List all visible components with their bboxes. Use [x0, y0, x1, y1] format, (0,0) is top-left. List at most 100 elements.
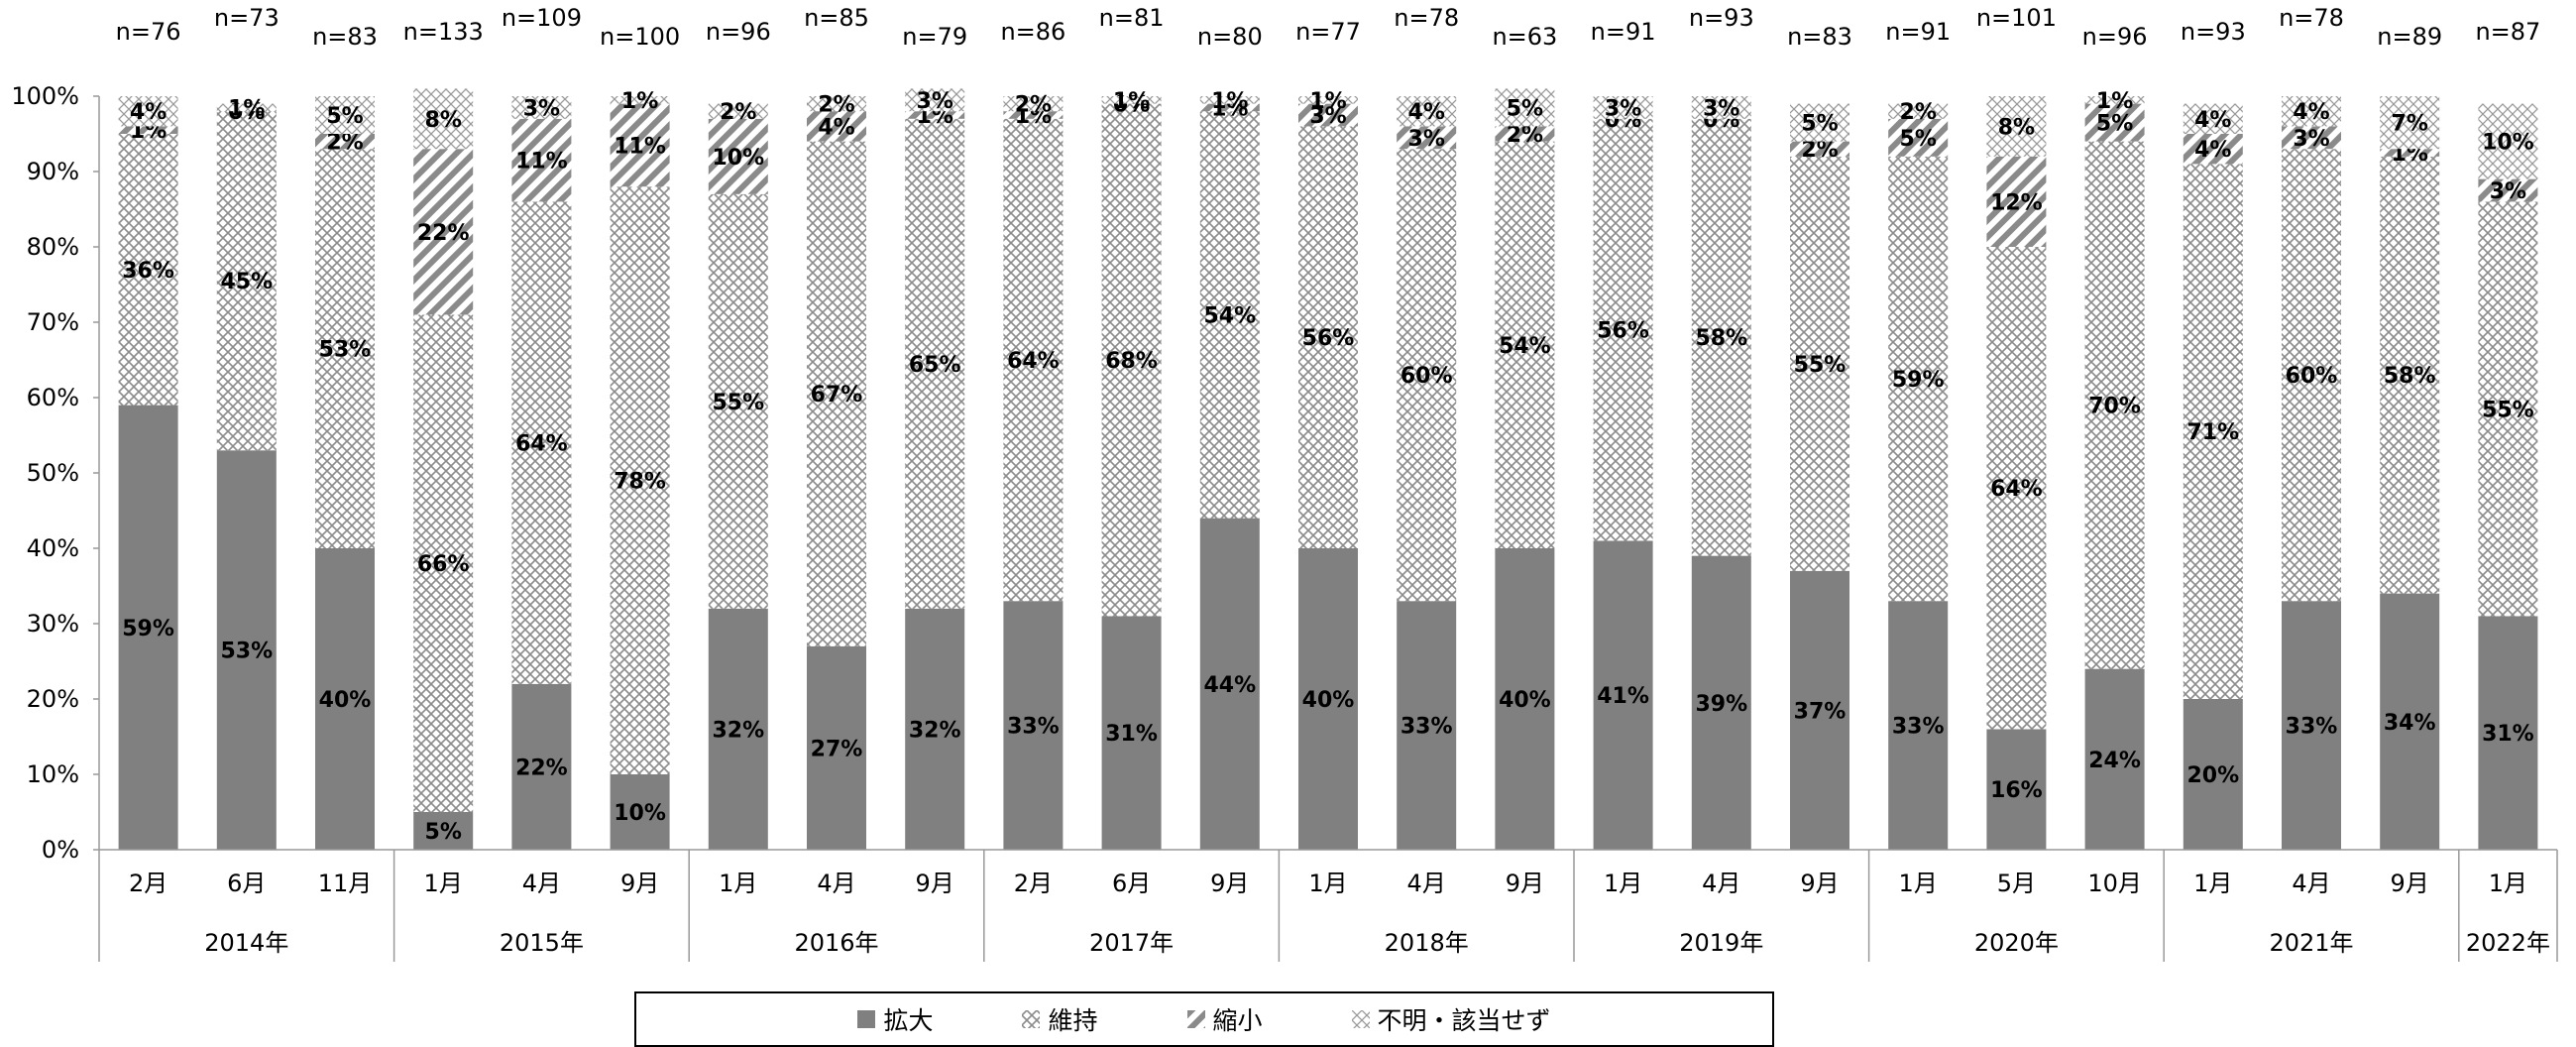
bar-segment [2183, 103, 2243, 134]
bar-segment [2380, 149, 2440, 157]
bar-segment [1691, 555, 1751, 850]
data-label: 56% [1597, 319, 1649, 344]
bar-segment [1888, 156, 1949, 602]
data-label: 55% [712, 391, 764, 415]
bar-segment [511, 683, 572, 850]
bar-segment [905, 88, 965, 112]
bar-segment [413, 314, 474, 812]
bar-segment [1003, 111, 1064, 119]
group-label: 2020年 [1974, 929, 2059, 957]
data-label: 60% [1400, 364, 1453, 389]
bar-segment [1397, 96, 1457, 127]
stacked-bar-chart: 59%36%1%4%53%45%0%1%40%53%2%5%5%66%22%8%… [11, 4, 2558, 962]
bar-segment [2084, 141, 2145, 669]
data-label: 1% [1113, 89, 1150, 114]
x-tick-label: 5月 [1997, 870, 2036, 897]
data-label: 70% [2088, 395, 2141, 419]
data-label: 8% [1998, 115, 2035, 140]
data-label: 2% [1015, 93, 1052, 118]
legend-label: 不明・該当せず [1377, 1006, 1551, 1035]
y-tick-label: 80% [27, 233, 79, 261]
data-label: 12% [1990, 190, 2043, 215]
bar-segment [315, 548, 375, 850]
group-label: 2015年 [500, 929, 584, 957]
x-tick-label: 4月 [1702, 870, 1740, 897]
bar-segment [1593, 118, 1653, 541]
data-label: 71% [2186, 420, 2239, 445]
bar-segment [610, 774, 670, 850]
bar-segment [1003, 601, 1064, 850]
bar-segment [708, 193, 768, 609]
x-tick-label: 2月 [1014, 870, 1053, 897]
data-label: 11% [614, 134, 666, 159]
legend-label: 維持 [1048, 1006, 1098, 1035]
data-label: 41% [1597, 684, 1649, 709]
bar-segment [2478, 201, 2538, 617]
data-label: 5% [326, 104, 363, 129]
data-label: 55% [1794, 353, 1847, 378]
n-label: n=91 [1591, 18, 1656, 46]
bar-segment [2084, 668, 2145, 850]
data-label: 2% [1507, 123, 1543, 148]
bar-segment [1790, 141, 1849, 157]
bar-segment [610, 103, 670, 187]
bar-segment [2183, 134, 2243, 165]
x-tick-label: 6月 [227, 870, 266, 897]
x-tick-label: 1月 [1308, 870, 1347, 897]
n-label: n=93 [1689, 4, 1754, 32]
data-label: 5% [425, 820, 462, 845]
data-label: 8% [425, 108, 462, 133]
bar-segment [1495, 126, 1555, 142]
data-label: 4% [130, 100, 167, 125]
n-label: n=87 [2475, 18, 2540, 46]
x-tick-label: 4月 [817, 870, 855, 897]
bar-segment [2183, 164, 2243, 699]
x-tick-label: 10月 [2087, 870, 2142, 897]
bar-segment [1003, 96, 1064, 112]
data-label: 3% [1605, 96, 1641, 121]
data-label: 54% [1499, 334, 1551, 359]
data-label: 4% [2293, 100, 2329, 125]
bar-segment [1101, 103, 1162, 617]
data-label: 3% [917, 89, 953, 114]
bar-segment [1101, 96, 1162, 104]
bar-segment [315, 134, 375, 150]
n-label: n=78 [1394, 4, 1459, 32]
data-label: 64% [1007, 349, 1060, 374]
x-tick-label: 4月 [522, 870, 561, 897]
data-label: 22% [417, 221, 470, 246]
bar-segment [1593, 540, 1653, 850]
data-label: 4% [2194, 138, 2231, 163]
group-label: 2016年 [794, 929, 878, 957]
n-label: n=86 [1000, 18, 1065, 46]
bar-segment [1790, 570, 1849, 850]
data-label: 59% [1892, 368, 1945, 393]
bar-segment [1199, 103, 1260, 112]
n-label: n=77 [1295, 18, 1361, 46]
x-tick-label: 1月 [719, 870, 757, 897]
legend-item-expand: 拡大 [857, 1001, 933, 1037]
bar-segment [118, 405, 178, 850]
legend-swatch-diamond [1022, 1010, 1041, 1028]
bar-segment [1790, 156, 1849, 571]
x-tick-label: 4月 [1407, 870, 1446, 897]
bar-segment [315, 96, 375, 134]
data-label: 33% [1400, 715, 1453, 740]
bar-segment [807, 645, 866, 850]
data-label: 40% [1499, 688, 1551, 713]
bar-segment [610, 186, 670, 774]
data-label: 3% [2490, 179, 2526, 204]
data-label: 1% [228, 96, 265, 121]
data-label: 78% [614, 470, 666, 495]
data-label: 5% [2096, 112, 2133, 137]
bar-segment [216, 111, 277, 451]
data-label: 10% [2482, 131, 2534, 156]
bar-segment [413, 88, 474, 150]
bar-segment [1986, 156, 2047, 247]
bar-segment [2380, 96, 2440, 150]
data-label: 11% [515, 150, 568, 174]
bar-segment [1986, 96, 2047, 157]
data-label: 34% [2384, 711, 2436, 736]
n-label: n=85 [804, 4, 869, 32]
data-label: 5% [1900, 127, 1937, 152]
